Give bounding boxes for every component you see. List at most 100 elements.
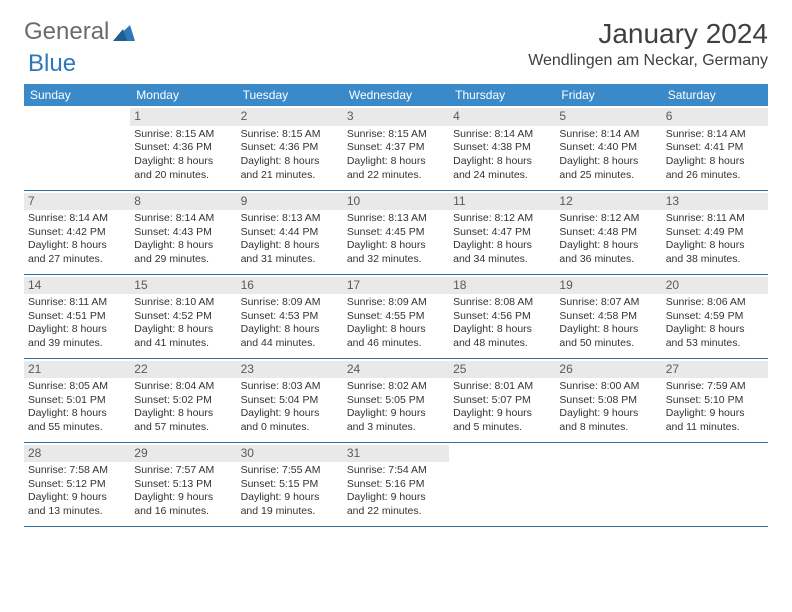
day-number: 5 bbox=[555, 108, 661, 126]
sunset-text: Sunset: 4:42 PM bbox=[28, 226, 126, 240]
calendar-cell: 8Sunrise: 8:14 AMSunset: 4:43 PMDaylight… bbox=[130, 190, 236, 274]
calendar-cell bbox=[555, 442, 661, 526]
calendar-row: 1 Sunrise: 8:15 AMSunset: 4:36 PM Daylight… bbox=[24, 106, 768, 190]
calendar-row: 14Sunrise: 8:11 AMSunset: 4:51 PMDayligh… bbox=[24, 274, 768, 358]
sunrise-text: Sunrise: 8:12 AM bbox=[453, 212, 551, 226]
daylight-text: Daylight: 8 hours and 34 minutes. bbox=[453, 239, 551, 266]
sunset-text: Sunset: 4:56 PM bbox=[453, 310, 551, 324]
weekday-header: Saturday bbox=[662, 84, 768, 106]
day-number: 27 bbox=[662, 361, 768, 379]
calendar-cell: 6Sunrise: 8:14 AMSunset: 4:41 PMDaylight… bbox=[662, 106, 768, 190]
sunrise-text: Sunrise: 8:06 AM bbox=[666, 296, 764, 310]
day-number: 13 bbox=[662, 193, 768, 211]
logo-word-1: General bbox=[24, 18, 109, 46]
daylight-text: Daylight: 9 hours and 16 minutes. bbox=[134, 491, 232, 518]
calendar-row: 21Sunrise: 8:05 AMSunset: 5:01 PMDayligh… bbox=[24, 358, 768, 442]
daylight-text: Daylight: 8 hours and 41 minutes. bbox=[134, 323, 232, 350]
daylight-text: Daylight: 8 hours and 55 minutes. bbox=[28, 407, 126, 434]
sunrise-text: Sunrise: 7:55 AM bbox=[241, 464, 339, 478]
day-number: 21 bbox=[24, 361, 130, 379]
weekday-header: Wednesday bbox=[343, 84, 449, 106]
day-number: 20 bbox=[662, 277, 768, 295]
calendar-cell: 24Sunrise: 8:02 AMSunset: 5:05 PMDayligh… bbox=[343, 358, 449, 442]
location-label: Wendlingen am Neckar, Germany bbox=[528, 52, 768, 70]
day-number: 25 bbox=[449, 361, 555, 379]
sunset-text: Sunset: 5:08 PM bbox=[559, 394, 657, 408]
daylight-text: Daylight: 9 hours and 5 minutes. bbox=[453, 407, 551, 434]
sunrise-text: Sunrise: 8:09 AM bbox=[347, 296, 445, 310]
calendar-cell: 16Sunrise: 8:09 AMSunset: 4:53 PMDayligh… bbox=[237, 274, 343, 358]
daylight-text: Daylight: 8 hours and 38 minutes. bbox=[666, 239, 764, 266]
day-number: 2 bbox=[237, 108, 343, 126]
calendar-cell: 26Sunrise: 8:00 AMSunset: 5:08 PMDayligh… bbox=[555, 358, 661, 442]
calendar-cell: 25Sunrise: 8:01 AMSunset: 5:07 PMDayligh… bbox=[449, 358, 555, 442]
calendar-cell: 7Sunrise: 8:14 AMSunset: 4:42 PMDaylight… bbox=[24, 190, 130, 274]
sunrise-text: Sunrise: 8:10 AM bbox=[134, 296, 232, 310]
daylight-text: Daylight: 8 hours and 36 minutes. bbox=[559, 239, 657, 266]
daylight-text: Daylight: 8 hours and 53 minutes. bbox=[666, 323, 764, 350]
day-number: 30 bbox=[237, 445, 343, 463]
day-number: 22 bbox=[130, 361, 236, 379]
sunrise-text: Sunrise: 8:11 AM bbox=[28, 296, 126, 310]
calendar-cell: 12Sunrise: 8:12 AMSunset: 4:48 PMDayligh… bbox=[555, 190, 661, 274]
day-number: 12 bbox=[555, 193, 661, 211]
calendar-row: 28Sunrise: 7:58 AMSunset: 5:12 PMDayligh… bbox=[24, 442, 768, 526]
daylight-text: Daylight: 9 hours and 8 minutes. bbox=[559, 407, 657, 434]
sunrise-text: Sunrise: 8:00 AM bbox=[559, 380, 657, 394]
day-number: 1 bbox=[130, 108, 236, 126]
daylight-text: Daylight: 8 hours and 25 minutes. bbox=[559, 155, 657, 182]
calendar-cell bbox=[24, 106, 130, 190]
sunrise-text: Sunrise: 7:54 AM bbox=[347, 464, 445, 478]
day-number: 9 bbox=[237, 193, 343, 211]
calendar-cell: 17Sunrise: 8:09 AMSunset: 4:55 PMDayligh… bbox=[343, 274, 449, 358]
sunset-text: Sunset: 5:07 PM bbox=[453, 394, 551, 408]
sunrise-text: Sunrise: 8:15 AM bbox=[134, 128, 232, 142]
sunrise-text: Sunrise: 8:14 AM bbox=[28, 212, 126, 226]
calendar-cell: 2Sunrise: 8:15 AMSunset: 4:36 PMDaylight… bbox=[237, 106, 343, 190]
sunset-text: Sunset: 4:38 PM bbox=[453, 141, 551, 155]
day-number: 11 bbox=[449, 193, 555, 211]
day-number: 19 bbox=[555, 277, 661, 295]
day-number: 29 bbox=[130, 445, 236, 463]
sunset-text: Sunset: 5:10 PM bbox=[666, 394, 764, 408]
calendar-cell: 31Sunrise: 7:54 AMSunset: 5:16 PMDayligh… bbox=[343, 442, 449, 526]
logo-triangle-icon bbox=[113, 23, 135, 46]
sunset-text: Sunset: 4:59 PM bbox=[666, 310, 764, 324]
sunrise-text: Sunrise: 8:14 AM bbox=[666, 128, 764, 142]
sunset-text: Sunset: 5:12 PM bbox=[28, 478, 126, 492]
calendar-cell: 21Sunrise: 8:05 AMSunset: 5:01 PMDayligh… bbox=[24, 358, 130, 442]
day-number: 31 bbox=[343, 445, 449, 463]
weekday-header: Friday bbox=[555, 84, 661, 106]
sunrise-text: Sunrise: 8:09 AM bbox=[241, 296, 339, 310]
sunrise-text: Sunrise: 8:08 AM bbox=[453, 296, 551, 310]
day-number: 15 bbox=[130, 277, 236, 295]
daylight-text: Daylight: 8 hours and 57 minutes. bbox=[134, 407, 232, 434]
day-number: 23 bbox=[237, 361, 343, 379]
sunrise-text: Sunrise: 7:59 AM bbox=[666, 380, 764, 394]
sunrise-text: Sunrise: 7:57 AM bbox=[134, 464, 232, 478]
daylight-text: Daylight: 8 hours and 32 minutes. bbox=[347, 239, 445, 266]
day-number: 6 bbox=[662, 108, 768, 126]
day-number: 14 bbox=[24, 277, 130, 295]
daylight-text: Daylight: 8 hours and 31 minutes. bbox=[241, 239, 339, 266]
day-number: 8 bbox=[130, 193, 236, 211]
calendar-cell: 9Sunrise: 8:13 AMSunset: 4:44 PMDaylight… bbox=[237, 190, 343, 274]
day-number: 26 bbox=[555, 361, 661, 379]
sunset-text: Sunset: 4:45 PM bbox=[347, 226, 445, 240]
calendar-cell: 15Sunrise: 8:10 AMSunset: 4:52 PMDayligh… bbox=[130, 274, 236, 358]
calendar-cell: 18Sunrise: 8:08 AMSunset: 4:56 PMDayligh… bbox=[449, 274, 555, 358]
daylight-text: Daylight: 8 hours and 22 minutes. bbox=[347, 155, 445, 182]
sunset-text: Sunset: 5:13 PM bbox=[134, 478, 232, 492]
daylight-text: Daylight: 8 hours and 27 minutes. bbox=[28, 239, 126, 266]
day-number: 17 bbox=[343, 277, 449, 295]
weekday-header-row: Sunday Monday Tuesday Wednesday Thursday… bbox=[24, 84, 768, 106]
month-title: January 2024 bbox=[528, 18, 768, 50]
sunrise-text: Sunrise: 8:13 AM bbox=[241, 212, 339, 226]
daylight-text: Daylight: 8 hours and 44 minutes. bbox=[241, 323, 339, 350]
sunrise-text: Sunrise: 8:14 AM bbox=[453, 128, 551, 142]
weekday-header: Sunday bbox=[24, 84, 130, 106]
sunrise-text: Sunrise: 7:58 AM bbox=[28, 464, 126, 478]
day-number: 4 bbox=[449, 108, 555, 126]
sunset-text: Sunset: 4:41 PM bbox=[666, 141, 764, 155]
sunset-text: Sunset: 4:36 PM bbox=[134, 141, 232, 155]
